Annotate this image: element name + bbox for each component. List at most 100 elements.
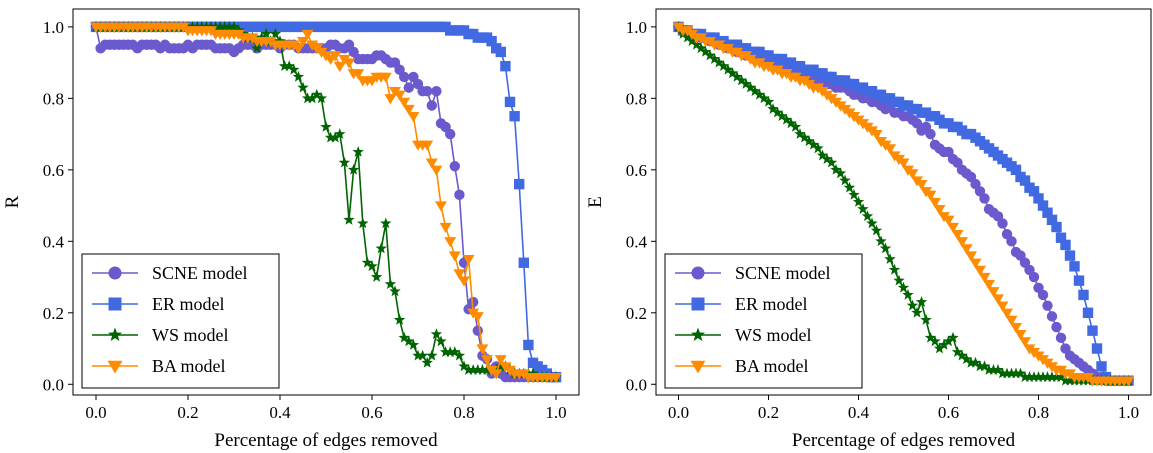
data-point (352, 145, 364, 157)
data-point (753, 88, 766, 100)
data-point (320, 120, 332, 132)
data-point (251, 42, 263, 54)
data-point (462, 254, 475, 266)
series-ba-model (672, 22, 1135, 387)
data-point (974, 265, 986, 276)
data-point (1005, 315, 1018, 326)
data-point (1082, 307, 1094, 318)
data-point (407, 112, 420, 123)
x-tick-label: 0.0 (85, 403, 106, 422)
data-point (794, 128, 806, 139)
y-tick-label: 0.0 (43, 375, 64, 394)
data-point (357, 217, 369, 229)
chart-panel-e: 0.0 0.0 0.2 0.2 0.4 0.4 0.6 0.6 0.8 0.8 1.0 1.0 Perc… (585, 8, 1152, 451)
legend-marker (690, 327, 706, 342)
data-point (403, 335, 415, 347)
data-point (996, 301, 1009, 312)
data-point (740, 78, 752, 89)
data-point (1014, 367, 1027, 379)
legend-label: SCNE model (735, 263, 831, 283)
x-tick-label: 0.4 (269, 403, 291, 422)
data-point (969, 258, 982, 269)
data-point (1055, 332, 1067, 344)
data-point (1046, 311, 1058, 322)
data-point (219, 20, 231, 32)
data-point (992, 294, 1004, 305)
legend-entry: BA model (675, 356, 809, 376)
x-tick-label: 0.4 (848, 403, 870, 422)
data-point (830, 163, 842, 175)
data-point (785, 117, 797, 129)
data-point (260, 28, 272, 39)
data-point (951, 229, 964, 241)
data-point (399, 71, 410, 83)
data-point (839, 174, 851, 186)
data-point (1010, 367, 1022, 379)
legend-label: ER model (152, 294, 225, 314)
data-point (897, 158, 910, 169)
data-point (453, 269, 466, 280)
data-point (758, 92, 770, 104)
y-tick-label: 1.0 (626, 18, 647, 37)
data-point (704, 49, 716, 61)
data-point (445, 128, 456, 140)
data-point (920, 313, 932, 325)
data-point (978, 360, 991, 372)
data-point (893, 274, 905, 286)
data-point (1028, 371, 1040, 382)
data-point (947, 331, 959, 343)
data-point (1064, 250, 1076, 261)
data-point (722, 63, 734, 75)
data-point (449, 346, 461, 357)
data-point (929, 197, 941, 208)
x-tick-label: 0.8 (453, 403, 474, 422)
data-point (884, 253, 896, 265)
data-point (956, 237, 968, 248)
data-point (924, 190, 937, 201)
data-point (1010, 322, 1022, 334)
data-point (978, 272, 991, 284)
data-point (915, 296, 928, 307)
y-tick-label: 0.2 (626, 304, 647, 323)
data-point (857, 203, 869, 214)
data-point (870, 224, 883, 236)
data-point (301, 92, 314, 104)
data-point (979, 193, 990, 204)
data-point (983, 280, 995, 291)
data-point (1001, 367, 1013, 379)
data-point (875, 235, 887, 247)
data-point (448, 251, 461, 262)
data-point (288, 63, 300, 75)
data-point (1032, 371, 1045, 382)
data-point (1019, 371, 1031, 382)
data-point (426, 349, 438, 361)
data-point (942, 215, 955, 226)
data-point (329, 51, 342, 62)
data-point (1060, 239, 1071, 251)
legend-marker (107, 327, 123, 342)
y-tick-label: 0.8 (626, 89, 647, 108)
data-point (444, 346, 456, 357)
data-point (384, 278, 397, 290)
data-point (744, 81, 757, 93)
data-point (422, 86, 433, 97)
data-point (987, 287, 1000, 298)
data-point (924, 331, 937, 343)
data-point (965, 251, 977, 262)
data-point (1046, 371, 1058, 382)
y-tick-label: 1.0 (43, 18, 64, 37)
chart-panel-r: 0.0 0.0 0.2 0.2 0.4 0.4 0.6 0.6 0.8 0.8 1.0 1.0 Perc… (2, 8, 580, 451)
data-point (481, 364, 493, 375)
legend-marker (108, 266, 122, 280)
data-point (407, 338, 420, 350)
x-tick-label: 0.2 (758, 403, 779, 422)
data-point (780, 113, 793, 125)
data-point (297, 36, 309, 48)
data-point (911, 306, 923, 318)
data-point (379, 72, 392, 83)
data-point (965, 356, 977, 368)
data-point (681, 31, 694, 43)
axes-frame (72, 8, 580, 396)
x-tick-label: 0.0 (668, 403, 689, 422)
data-point (338, 156, 351, 168)
